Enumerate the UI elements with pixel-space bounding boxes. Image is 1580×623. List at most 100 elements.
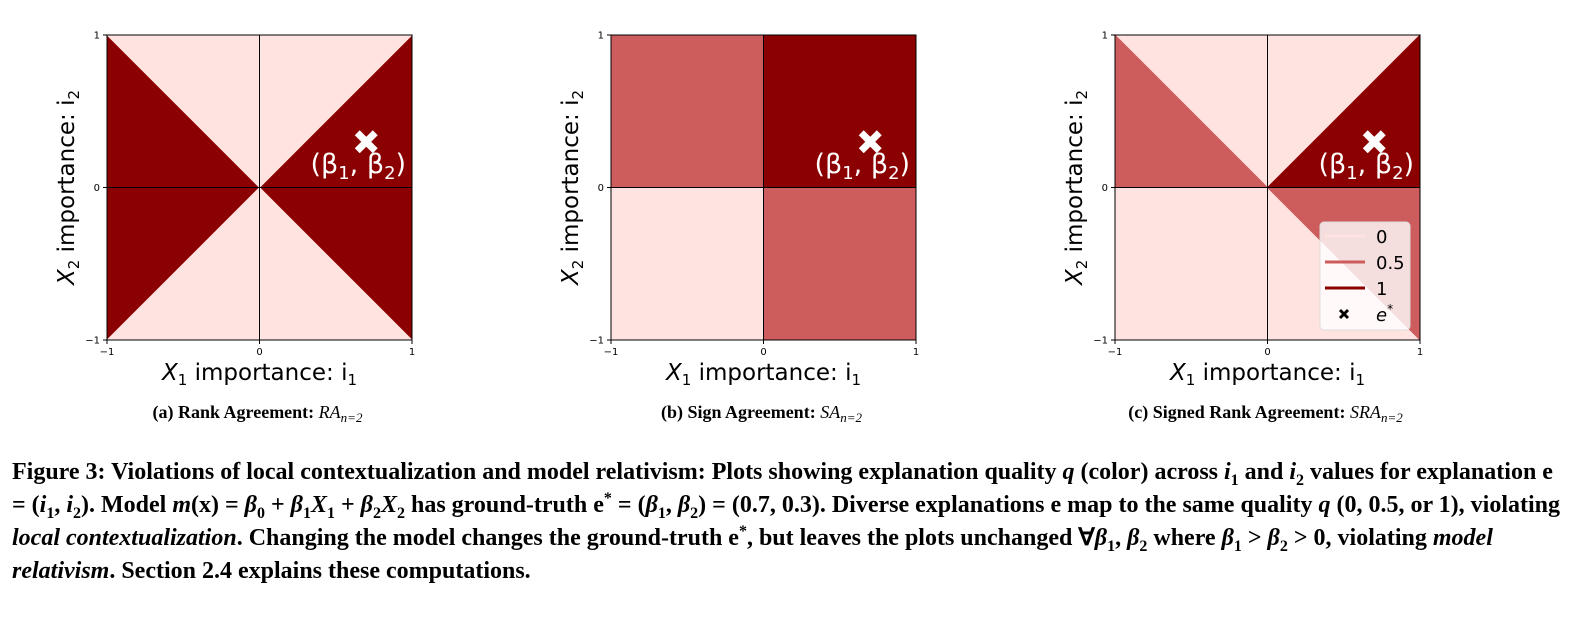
x-axis-label: X1 importance: i1	[665, 360, 861, 389]
marker-label-part: , β	[854, 149, 888, 180]
x-tick-label: −1	[604, 347, 619, 358]
caption-segment: +	[264, 492, 291, 518]
caption-segment: β	[1267, 525, 1280, 551]
caption-segment: β	[290, 492, 303, 518]
quality-region	[763, 187, 917, 341]
y-tick-label: 1	[94, 31, 100, 42]
caption-segment: q	[1318, 492, 1331, 518]
subcaption-text: (b) Sign Agreement:	[661, 402, 820, 423]
caption-segment: > 0, violating	[1287, 525, 1433, 551]
subcaption-math: SA	[820, 402, 841, 422]
x-axis-label-sub: 1	[682, 371, 692, 389]
y-axis-label: X2 importance: i2	[558, 90, 587, 286]
marker-label-sub: 1	[842, 163, 853, 184]
caption-segment: 2	[690, 504, 699, 522]
marker-label-part: , β	[350, 149, 384, 180]
x-axis-label-part: importance: i	[691, 360, 851, 386]
caption-segment: = (	[611, 492, 646, 518]
caption-segment: Figure 3: Violations of local contextual…	[12, 459, 1063, 485]
marker-label: (β1, β2)	[814, 149, 910, 184]
subcaption-sub: n=2	[1381, 410, 1403, 425]
ground-truth-marker	[858, 130, 882, 154]
caption-segment: β	[1127, 525, 1140, 551]
caption-segment: ,	[54, 492, 67, 518]
y-axis-label-sub: 2	[1073, 260, 1091, 270]
caption-segment: 2	[372, 504, 381, 522]
caption-segment: X	[310, 492, 327, 518]
marker-label-sub: 1	[1346, 163, 1357, 184]
marker-label-part: )	[1404, 149, 1415, 180]
marker-label-part: (β	[1318, 149, 1346, 180]
legend-marker-sup: *	[1387, 302, 1393, 316]
legend-label: 0	[1376, 227, 1387, 248]
caption-segment: β	[1094, 525, 1108, 551]
y-tick-label: 0	[1102, 183, 1108, 194]
y-axis-label: X2 importance: i2	[54, 90, 83, 286]
caption-segment: i	[1289, 459, 1297, 485]
x-axis-label: X1 importance: i1	[1169, 360, 1365, 389]
y-axis-label-part: X	[1062, 268, 1088, 286]
panel-subcaption: (b) Sign Agreement: SAn=2	[661, 402, 862, 425]
marker-label-sub: 1	[338, 163, 349, 184]
y-axis-label-part: importance: i	[558, 100, 584, 260]
marker-label: (β1, β2)	[310, 149, 406, 184]
panel-subcaption: (a) Rank Agreement: RAn=2	[153, 402, 363, 425]
marker-label: (β1, β2)	[1318, 149, 1414, 184]
y-axis-label-sub: 2	[65, 90, 83, 100]
caption-segment: β	[677, 492, 691, 518]
caption-segment: local contextualization	[12, 525, 237, 551]
y-axis-label: X2 importance: i2	[1062, 90, 1091, 286]
caption-segment: 2	[1296, 471, 1305, 489]
marker-label-part: )	[900, 149, 911, 180]
x-tick-label: −1	[1108, 347, 1123, 358]
y-tick-label: 1	[1102, 31, 1108, 42]
caption-segment: 2	[1139, 537, 1148, 555]
y-tick-label: −1	[589, 336, 604, 347]
subcaption-sub: n=2	[840, 410, 862, 425]
x-axis-label-sub: 1	[178, 371, 188, 389]
caption-segment: 1	[1107, 537, 1116, 555]
y-tick-label: −1	[1093, 336, 1108, 347]
caption-segment: (0, 0.5, or 1), violating	[1330, 492, 1561, 518]
x-tick-label: 0	[256, 347, 262, 358]
quality-region	[610, 34, 764, 188]
caption-segment: +	[334, 492, 361, 518]
subcaption-text: (a) Rank Agreement:	[153, 402, 319, 423]
caption-segment: has ground-truth e	[404, 492, 604, 518]
y-axis-label-part: importance: i	[54, 100, 80, 260]
legend-label: e*	[1376, 302, 1393, 326]
caption-segment: β	[645, 492, 658, 518]
caption-segment: and	[1238, 459, 1290, 485]
caption-segment: 1	[1230, 471, 1239, 489]
legend-marker-label: e	[1376, 305, 1387, 326]
caption-segment: 2	[73, 504, 82, 522]
x-axis-label-sub: 1	[851, 371, 861, 389]
caption-segment: *	[738, 523, 747, 540]
subcaption-math: SRA	[1350, 402, 1382, 422]
marker-label-part: )	[396, 149, 407, 180]
marker-label-sub: 2	[384, 163, 395, 184]
legend-marker-icon	[1338, 308, 1350, 320]
caption-segment: *	[603, 490, 612, 507]
caption-segment: 1	[326, 504, 335, 522]
caption-segment: ,	[1115, 525, 1128, 551]
caption-segment: β	[360, 492, 373, 518]
y-axis-label-sub: 2	[1073, 90, 1091, 100]
x-axis-label-sub: 1	[1355, 371, 1365, 389]
x-tick-label: 0	[760, 347, 766, 358]
subcaption-text: (c) Signed Rank Agreement:	[1128, 402, 1350, 423]
figure-caption: Figure 3: Violations of local contextual…	[12, 456, 1562, 588]
caption-segment: where	[1147, 525, 1222, 551]
x-axis-label-part: importance: i	[187, 360, 347, 386]
y-tick-label: 1	[598, 31, 604, 42]
caption-segment: ). Model	[81, 492, 173, 518]
subcaption-sub: n=2	[341, 410, 363, 425]
panel-subcaption: (c) Signed Rank Agreement: SRAn=2	[1128, 402, 1403, 425]
y-axis-label-sub: 2	[569, 260, 587, 270]
caption-segment: 1	[46, 504, 55, 522]
caption-segment: 2	[396, 504, 405, 522]
